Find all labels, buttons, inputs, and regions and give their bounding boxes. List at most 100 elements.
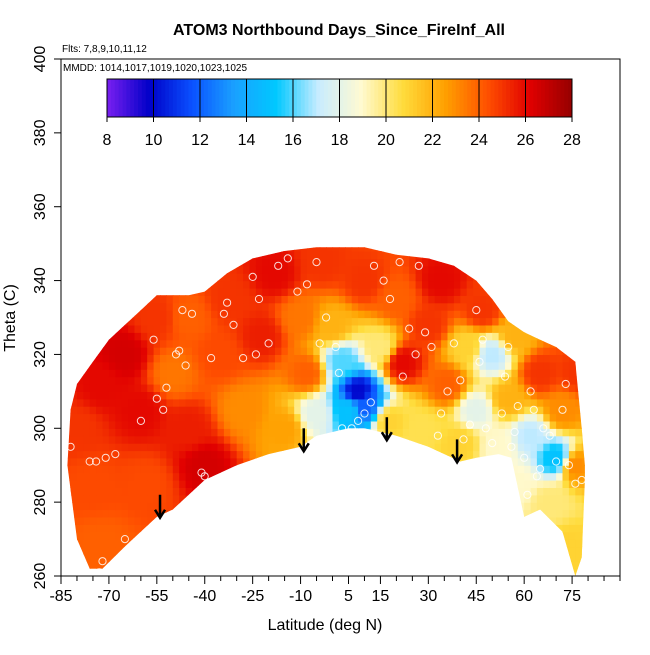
heatmap-cell: [351, 435, 359, 444]
heatmap-cell: [332, 354, 340, 363]
heatmap-cell: [568, 524, 576, 533]
heatmap-cell: [217, 251, 225, 259]
heatmap-cell: [300, 295, 308, 304]
heatmap-cell: [313, 406, 321, 415]
heatmap-cell: [568, 302, 576, 311]
heatmap-cell: [338, 524, 346, 533]
heatmap-cell: [511, 310, 519, 319]
heatmap-cell: [109, 576, 116, 584]
heatmap-cell: [153, 406, 161, 415]
y-axis-label: Theta (C): [2, 284, 19, 352]
heatmap-cell: [115, 376, 123, 385]
heatmap-cell: [556, 539, 564, 548]
heatmap-cell: [485, 324, 493, 333]
heatmap-cell: [498, 509, 506, 518]
heatmap-cell: [460, 265, 468, 274]
heatmap-cell: [422, 457, 429, 466]
heatmap-cell: [428, 420, 436, 429]
heatmap-cell: [77, 576, 84, 584]
heatmap-cell: [287, 457, 295, 466]
heatmap-cell: [179, 247, 187, 252]
heatmap-cell: [581, 354, 585, 363]
heatmap-cell: [511, 391, 519, 400]
heatmap-cell: [422, 265, 429, 274]
heatmap-cell: [192, 553, 199, 562]
heatmap-cell: [300, 302, 308, 311]
sample-point: [459, 435, 468, 444]
heatmap-cell: [345, 347, 353, 355]
heatmap-cell: [179, 376, 187, 385]
heatmap-cell: [211, 317, 219, 326]
heatmap-cell: [562, 420, 570, 429]
heatmap-cell: [575, 339, 583, 348]
heatmap-cell: [172, 428, 180, 437]
sample-points-layer: [66, 254, 586, 576]
heatmap-cell: [562, 516, 570, 525]
heatmap-cell: [121, 280, 129, 289]
heatmap-cell: [134, 265, 142, 274]
heatmap-cell: [236, 398, 244, 407]
heatmap-cell: [83, 480, 91, 488]
heatmap-cell: [294, 553, 302, 562]
heatmap-cell: [300, 339, 308, 348]
heatmap-cell: [505, 480, 512, 488]
heatmap-cell: [543, 435, 551, 444]
tropopause-arrowhead: [380, 431, 393, 443]
heatmap-cell: [377, 406, 385, 415]
heatmap-cell: [249, 324, 257, 333]
heatmap-cell: [217, 398, 225, 407]
heatmap-cell: [108, 258, 116, 267]
heatmap-cell: [211, 384, 219, 392]
heatmap-cell: [115, 369, 123, 378]
heatmap-cell: [83, 568, 91, 576]
heatmap-cell: [447, 531, 455, 540]
heatmap-cell: [275, 324, 282, 333]
heatmap-cell: [230, 539, 238, 548]
heatmap-cell: [255, 384, 263, 392]
heatmap-cell: [460, 347, 468, 355]
heatmap-cell: [473, 273, 481, 282]
heatmap-cell: [511, 398, 519, 407]
heatmap-cell: [473, 391, 481, 400]
heatmap-cell: [262, 457, 270, 466]
heatmap-cell: [179, 295, 187, 304]
heatmap-cell: [473, 539, 481, 548]
heatmap-cell: [198, 413, 206, 422]
heatmap-cell: [422, 369, 429, 378]
heatmap-cell: [543, 317, 551, 326]
heatmap-cell: [345, 265, 353, 274]
heatmap-cell: [160, 369, 167, 378]
heatmap-cell: [236, 339, 244, 348]
heatmap-cell: [345, 472, 353, 481]
colorbar-segment: [200, 79, 205, 117]
heatmap-cell: [531, 236, 538, 244]
heatmap-cell: [402, 516, 410, 525]
heatmap-cell: [428, 502, 436, 511]
heatmap-cell: [249, 494, 257, 503]
heatmap-cell: [294, 406, 302, 415]
heatmap-cell: [185, 420, 193, 429]
heatmap-cell: [275, 472, 282, 481]
heatmap-cell: [77, 539, 84, 548]
heatmap-cell: [422, 251, 429, 259]
heatmap-cell: [319, 273, 327, 282]
heatmap-cell: [536, 258, 544, 267]
heatmap-cell: [396, 509, 404, 518]
heatmap-cell: [428, 568, 436, 576]
heatmap-cell: [358, 516, 366, 525]
heatmap-cell: [415, 480, 423, 488]
heatmap-cell: [492, 347, 500, 355]
heatmap-cell: [275, 443, 282, 452]
heatmap-cell: [402, 502, 410, 511]
heatmap-cell: [102, 516, 110, 525]
heatmap-cell: [192, 450, 199, 459]
heatmap-cell: [536, 539, 544, 548]
heatmap-cell: [140, 384, 148, 392]
heatmap-cell: [351, 376, 359, 385]
heatmap-cell: [166, 310, 174, 319]
heatmap-cell: [434, 531, 442, 540]
heatmap-cell: [473, 317, 481, 326]
heatmap-cell: [172, 531, 180, 540]
heatmap-cell: [287, 516, 295, 525]
heatmap-cell: [441, 516, 449, 525]
